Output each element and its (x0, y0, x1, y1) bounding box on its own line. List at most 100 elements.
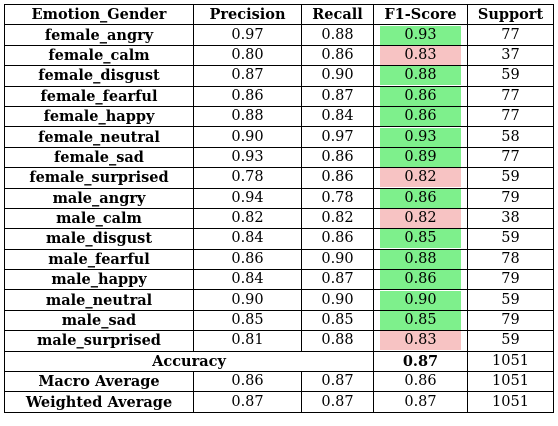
row-label: female_angry (4, 24, 194, 46)
table-row: male_disgust 0.84 0.86 0.85 59 (4, 228, 554, 250)
f1-highlight: 0.83 (380, 331, 461, 351)
row-label: male_happy (4, 269, 194, 291)
row-recall: 0.97 (301, 126, 374, 148)
row-recall: 0.88 (301, 330, 374, 352)
row-precision: 0.87 (193, 65, 302, 87)
row-f1-score: 0.93 (373, 24, 468, 46)
row-label: male_calm (4, 207, 194, 230)
f1-highlight: 0.89 (380, 147, 461, 167)
row-precision: 0.82 (193, 207, 302, 230)
row-support: 79 (467, 269, 554, 291)
table-row: male_fearful 0.86 0.90 0.88 78 (4, 248, 554, 271)
macro-average-support: 1051 (467, 371, 554, 393)
row-recall: 0.86 (301, 228, 374, 250)
row-label: male_sad (4, 309, 194, 332)
accuracy-row: Accuracy 0.87 1051 (4, 350, 554, 373)
header-support: Support (467, 3, 554, 26)
row-f1-score: 0.85 (373, 228, 468, 250)
row-f1-score: 0.86 (373, 269, 468, 291)
row-precision: 0.81 (193, 330, 302, 352)
weighted-average-precision: 0.87 (193, 391, 302, 413)
row-recall: 0.84 (301, 105, 374, 128)
row-precision: 0.93 (193, 146, 302, 169)
macro-average-f1: 0.86 (373, 371, 468, 393)
row-support: 79 (467, 309, 554, 332)
weighted-average-f1: 0.87 (373, 391, 468, 413)
table-row: male_angry 0.94 0.78 0.86 79 (4, 187, 554, 209)
table-row: male_sad 0.85 0.85 0.85 79 (4, 309, 554, 332)
row-f1-score: 0.88 (373, 248, 468, 271)
row-f1-score: 0.90 (373, 289, 468, 311)
row-f1-score: 0.82 (373, 207, 468, 230)
table-row: male_calm 0.82 0.82 0.82 38 (4, 207, 554, 230)
table-row: male_neutral 0.90 0.90 0.90 59 (4, 289, 554, 311)
row-recall: 0.87 (301, 85, 374, 107)
row-label: female_fearful (4, 85, 194, 107)
row-precision: 0.85 (193, 309, 302, 332)
f1-highlight: 0.82 (380, 168, 461, 188)
row-f1-score: 0.93 (373, 126, 468, 148)
f1-highlight: 0.88 (380, 66, 461, 86)
row-support: 77 (467, 105, 554, 128)
table-row: female_sad 0.93 0.86 0.89 77 (4, 146, 554, 169)
macro-average-recall: 0.87 (301, 371, 374, 393)
header-row: Emotion_Gender Precision Recall F1-Score… (4, 3, 554, 26)
macro-average-label: Macro Average (4, 371, 194, 393)
row-precision: 0.94 (193, 187, 302, 209)
f1-highlight: 0.85 (380, 229, 461, 249)
row-f1-score: 0.83 (373, 330, 468, 352)
f1-highlight: 0.83 (380, 45, 461, 65)
row-recall: 0.87 (301, 269, 374, 291)
row-recall: 0.90 (301, 289, 374, 311)
row-precision: 0.88 (193, 105, 302, 128)
row-f1-score: 0.89 (373, 146, 468, 169)
row-f1-score: 0.86 (373, 105, 468, 128)
row-label: female_calm (4, 44, 194, 67)
row-f1-score: 0.86 (373, 85, 468, 107)
class-rows: female_angry 0.97 0.88 0.93 77 female_calm 0.8… (4, 24, 554, 352)
row-f1-score: 0.82 (373, 167, 468, 189)
row-recall: 0.85 (301, 309, 374, 332)
row-recall: 0.90 (301, 248, 374, 271)
accuracy-value: 0.87 (373, 350, 468, 373)
row-support: 59 (467, 167, 554, 189)
row-precision: 0.84 (193, 269, 302, 291)
macro-average-row: Macro Average 0.86 0.87 0.86 1051 (4, 371, 554, 393)
row-recall: 0.82 (301, 207, 374, 230)
f1-highlight: 0.90 (380, 290, 461, 310)
row-recall: 0.90 (301, 65, 374, 87)
macro-average-precision: 0.86 (193, 371, 302, 393)
row-support: 59 (467, 330, 554, 352)
row-support: 59 (467, 228, 554, 250)
table-row: female_calm 0.80 0.86 0.83 37 (4, 44, 554, 67)
table-row: female_neutral 0.90 0.97 0.93 58 (4, 126, 554, 148)
row-label: female_neutral (4, 126, 194, 148)
accuracy-support: 1051 (467, 350, 554, 373)
weighted-average-row: Weighted Average 0.87 0.87 0.87 1051 (4, 391, 554, 413)
row-precision: 0.86 (193, 85, 302, 107)
f1-highlight: 0.93 (380, 127, 461, 147)
row-label: male_neutral (4, 289, 194, 311)
row-precision: 0.84 (193, 228, 302, 250)
f1-highlight: 0.85 (380, 311, 461, 331)
row-label: female_happy (4, 105, 194, 128)
row-label: male_disgust (4, 228, 194, 250)
row-label: male_fearful (4, 248, 194, 271)
table-row: male_happy 0.84 0.87 0.86 79 (4, 269, 554, 291)
row-recall: 0.86 (301, 146, 374, 169)
table-row: female_surprised 0.78 0.86 0.82 59 (4, 167, 554, 189)
row-support: 58 (467, 126, 554, 148)
row-recall: 0.78 (301, 187, 374, 209)
row-label: female_surprised (4, 167, 194, 189)
row-support: 79 (467, 187, 554, 209)
f1-highlight: 0.82 (380, 209, 461, 229)
header-f1-score: F1-Score (373, 3, 468, 26)
row-precision: 0.86 (193, 248, 302, 271)
row-recall: 0.86 (301, 167, 374, 189)
accuracy-label: Accuracy (4, 350, 374, 373)
header-precision: Precision (193, 3, 302, 26)
row-precision: 0.90 (193, 126, 302, 148)
row-precision: 0.97 (193, 24, 302, 46)
header-recall: Recall (301, 3, 374, 26)
weighted-average-label: Weighted Average (4, 391, 194, 413)
